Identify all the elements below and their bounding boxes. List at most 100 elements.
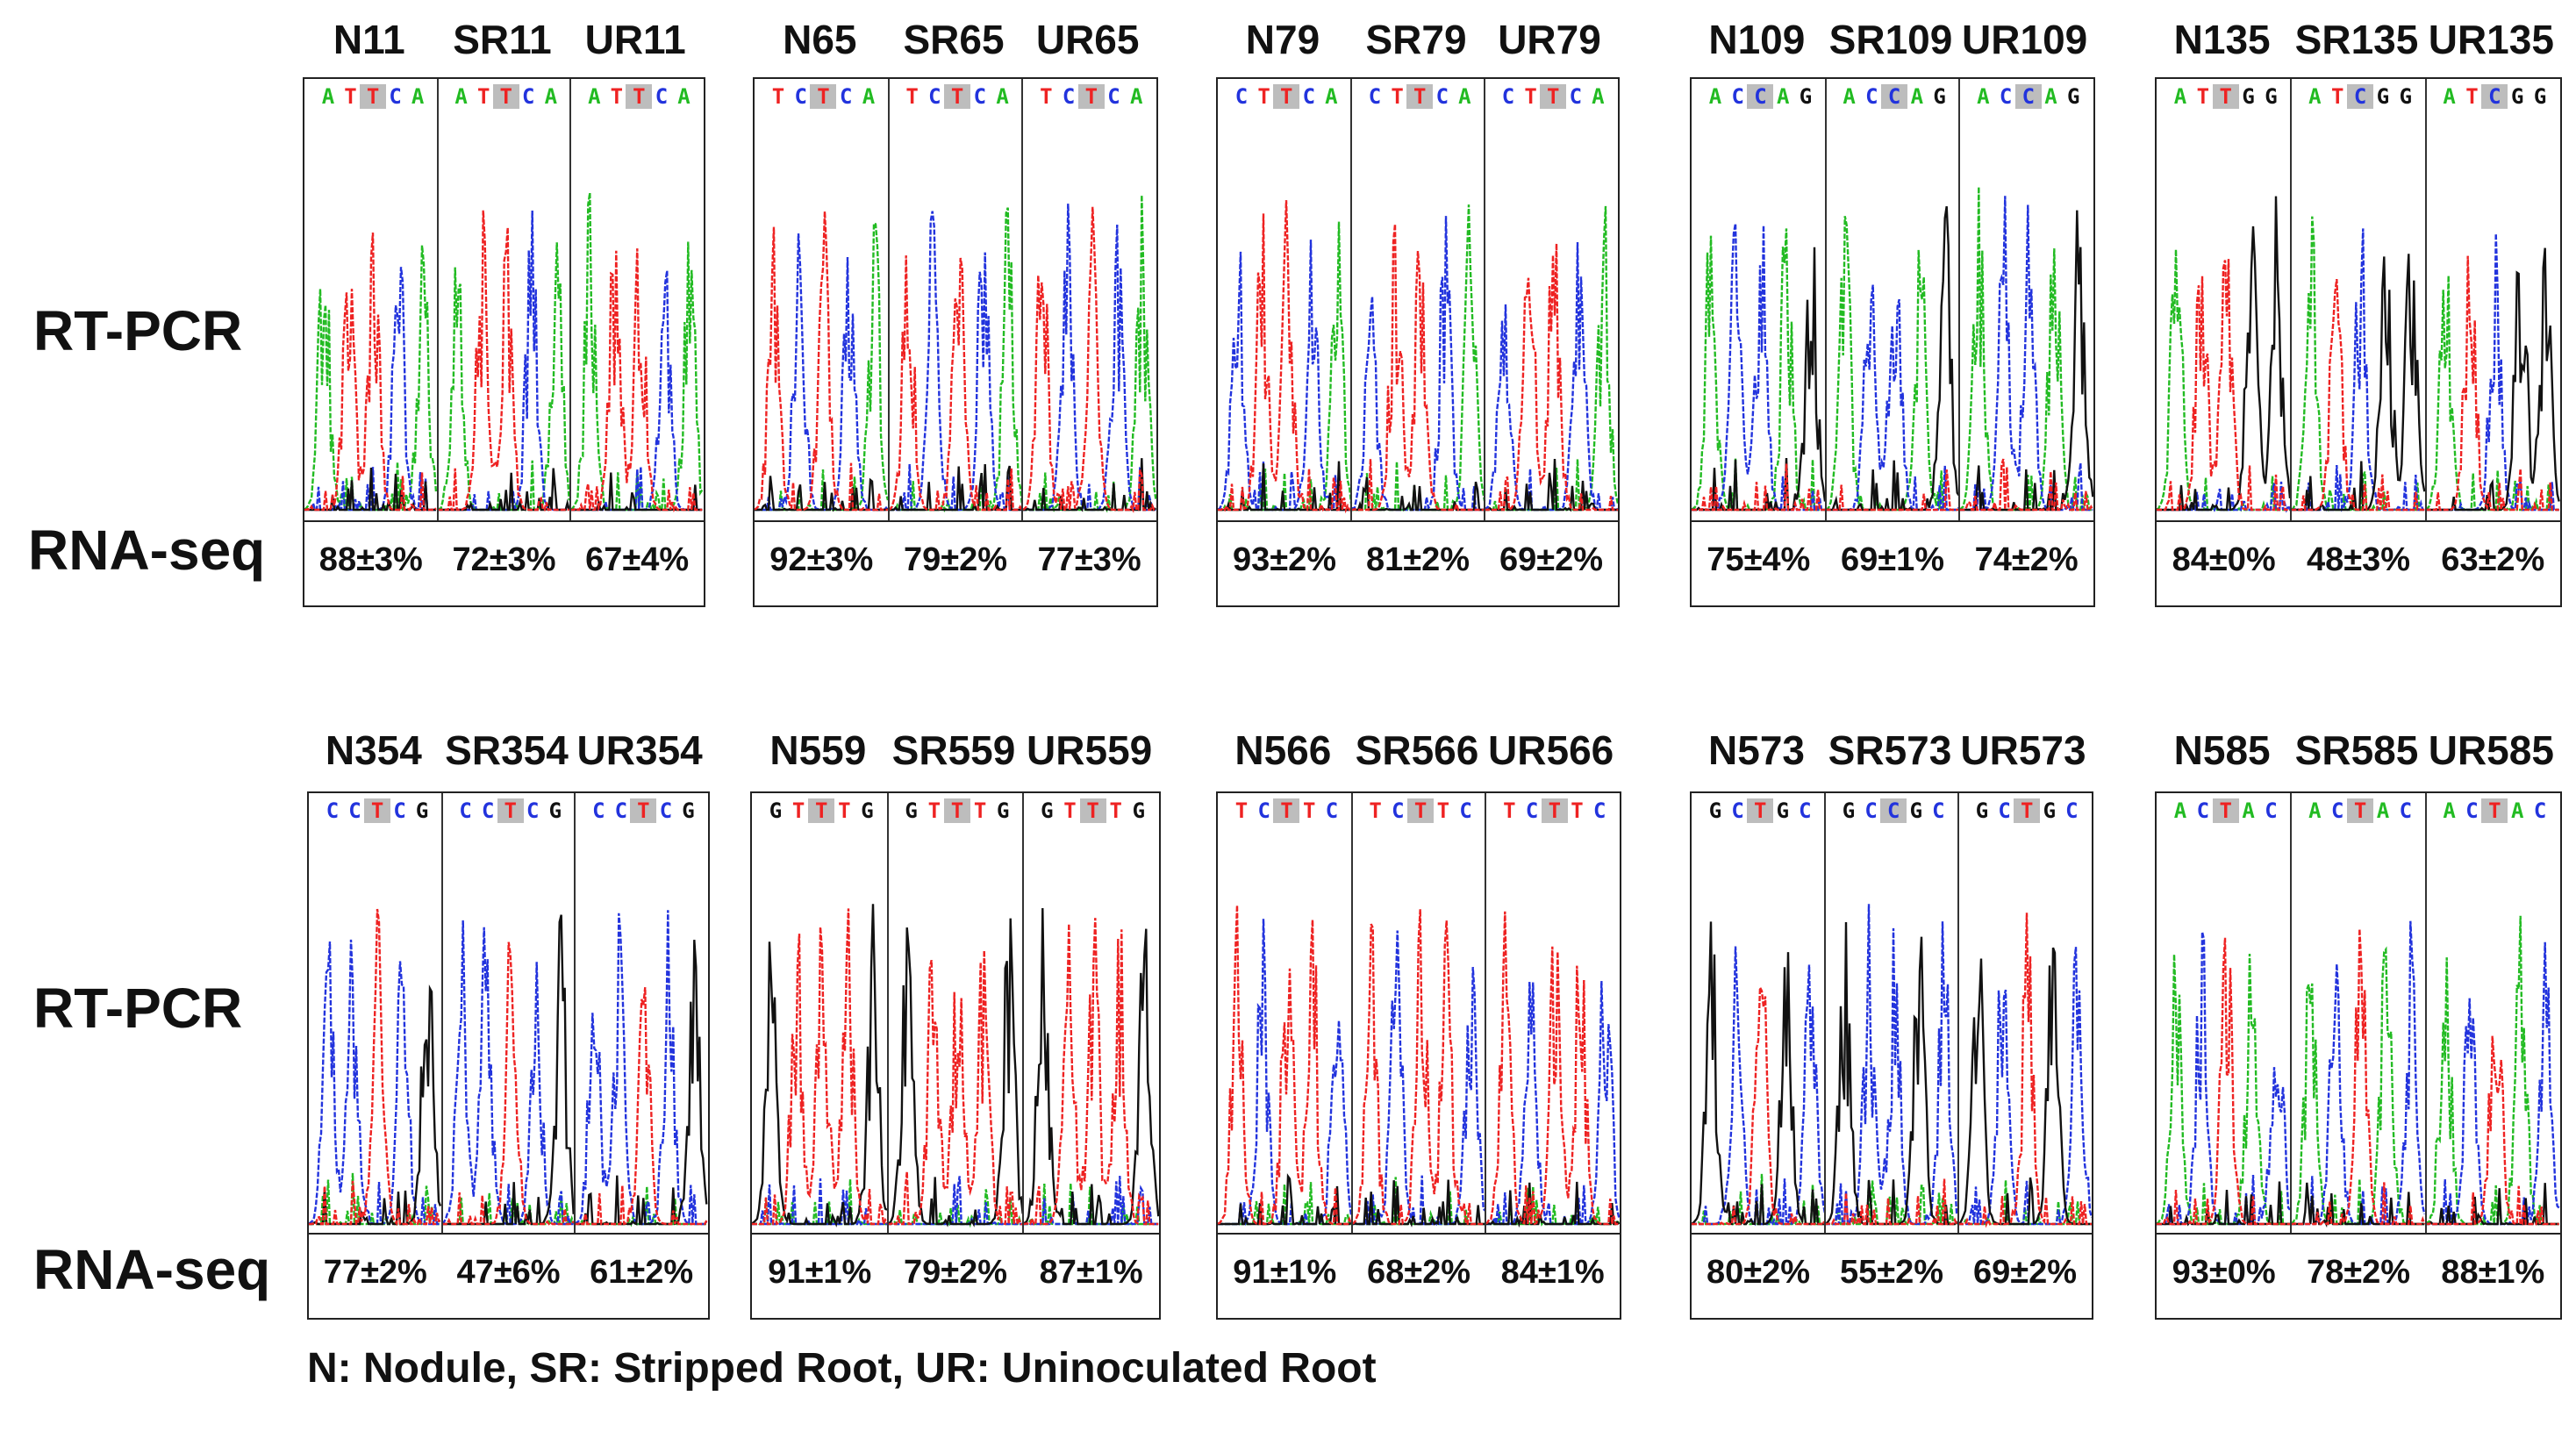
base-call: T (1571, 798, 1584, 823)
base-call: T (771, 84, 785, 109)
rna-seq-value: 61±2% (590, 1254, 694, 1291)
sample-label: N135 (2173, 17, 2271, 62)
sample-divider (2290, 79, 2293, 522)
base-call: A (1910, 84, 1924, 109)
base-call: C (1368, 84, 1382, 109)
rna-seq-value: 87±1% (1039, 1254, 1143, 1291)
base-call: C (655, 84, 669, 109)
base-call: C (2399, 798, 2413, 823)
trace-line-C (752, 1178, 887, 1226)
base-call: C (614, 798, 628, 823)
base-call: A (2308, 84, 2322, 109)
rna-seq-box: 77±2% 47±6% 61±2% (307, 1233, 710, 1320)
trace-line-T (1825, 469, 1959, 512)
base-call: G (861, 798, 874, 823)
base-call: C (1998, 798, 2011, 823)
sample-label: SR559 (891, 727, 1016, 773)
sample-divider (1824, 793, 1826, 1236)
base-call: C (1435, 84, 1449, 109)
sample-label: N65 (783, 17, 857, 62)
base-call: C (1999, 84, 2013, 109)
trace-line-C (2157, 481, 2292, 513)
base-call: G (415, 798, 429, 823)
base-call: C (1881, 84, 1908, 109)
trace-line-C (888, 211, 1022, 512)
rna-seq-value: 72±3% (452, 541, 556, 578)
sample-label: SR354 (445, 727, 569, 773)
base-call: A (1843, 84, 1856, 109)
sample-label: UR135 (2428, 17, 2554, 62)
rna-seq-value: 91±1% (1233, 1254, 1337, 1291)
base-call: A (1776, 84, 1790, 109)
sample-label: SR573 (1828, 727, 1952, 773)
trace-line-T (1692, 983, 1826, 1226)
base-call: C (526, 798, 540, 823)
sample-label: N573 (1708, 727, 1805, 773)
base-call: G (905, 798, 918, 823)
sample-label: SR566 (1355, 727, 1479, 773)
rna-seq-box: 91±1% 68±2% 84±1% (1216, 1233, 1621, 1320)
trace-line-T (570, 248, 703, 512)
base-call: T (973, 798, 987, 823)
base-call: C (794, 84, 807, 109)
chromatogram-trace (752, 904, 1159, 1228)
sample-divider (1824, 79, 1827, 522)
base-call: C (2533, 798, 2547, 823)
sample-divider (1958, 79, 1961, 522)
rna-seq-value: 47±6% (456, 1254, 561, 1291)
base-call: T (476, 84, 490, 109)
base-call: T (1063, 798, 1077, 823)
trace-line-T (888, 255, 1023, 512)
chromatogram-trace (1692, 186, 2093, 514)
base-call: C (2065, 798, 2079, 823)
base-call: C (481, 798, 495, 823)
chromatogram-trace (309, 908, 708, 1228)
trace-line-T (575, 986, 708, 1226)
base-call: C (1302, 84, 1316, 109)
base-call: T (1273, 84, 1300, 109)
base-call: T (1407, 798, 1435, 823)
sample-label: UR354 (576, 727, 703, 773)
base-call: G (996, 798, 1010, 823)
rna-seq-value: 81±2% (1365, 541, 1470, 578)
sample-label: SR109 (1828, 17, 1953, 62)
base-call: A (454, 84, 468, 109)
trace-line-A (1022, 195, 1156, 513)
trace-line-T (1350, 224, 1485, 512)
base-call: T (810, 84, 837, 109)
sample-divider (436, 79, 439, 522)
base-call: C (592, 798, 605, 823)
sample-divider (1021, 79, 1024, 522)
chromatogram-trace (755, 195, 1156, 513)
base-call: C (2014, 84, 2042, 109)
sample-label: UR585 (2428, 727, 2554, 773)
base-call: T (1302, 798, 1316, 823)
sample-label: UR559 (1027, 727, 1153, 773)
sample-label: N559 (769, 727, 867, 773)
base-call: A (2173, 84, 2187, 109)
trace-line-A (1825, 216, 1959, 514)
base-call: T (1273, 798, 1300, 823)
chromatogram-trace (2157, 915, 2560, 1228)
trace-line-A (575, 1186, 707, 1228)
base-call: A (544, 84, 558, 109)
trace-line-T (441, 941, 575, 1226)
trace-line-T (2291, 278, 2425, 512)
trace-line-A (1218, 221, 1353, 512)
rna-seq-box: 93±2% 81±2% 69±2% (1216, 520, 1620, 607)
trace-line-C (1484, 241, 1618, 512)
base-call: T (838, 798, 851, 823)
sample-divider (1022, 793, 1025, 1236)
base-call: C (1569, 84, 1583, 109)
sample-label: SR79 (1365, 17, 1467, 62)
trace-line-G (1218, 461, 1351, 512)
trace-line-T (304, 233, 437, 512)
trace-line-G (752, 904, 888, 1228)
trace-line-G (1351, 1179, 1485, 1228)
base-call: C (2265, 798, 2278, 823)
base-call: T (1540, 84, 1567, 109)
